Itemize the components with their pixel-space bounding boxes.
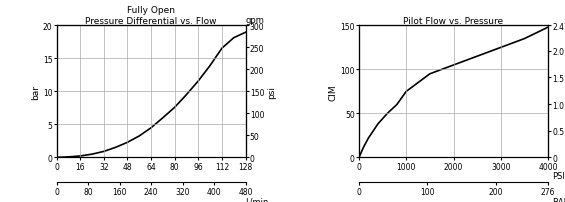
Y-axis label: CIM: CIM: [329, 84, 337, 100]
Text: BAR: BAR: [552, 197, 565, 202]
Text: PSI: PSI: [552, 171, 564, 180]
Text: gpm: gpm: [246, 16, 264, 25]
Title: Fully Open
Pressure Differential vs. Flow: Fully Open Pressure Differential vs. Flo…: [85, 6, 217, 25]
Y-axis label: bar: bar: [31, 84, 40, 99]
X-axis label: L/min: L/min: [245, 197, 268, 202]
Title: Pilot Flow vs. Pressure: Pilot Flow vs. Pressure: [403, 17, 503, 25]
Y-axis label: psi: psi: [267, 85, 276, 98]
